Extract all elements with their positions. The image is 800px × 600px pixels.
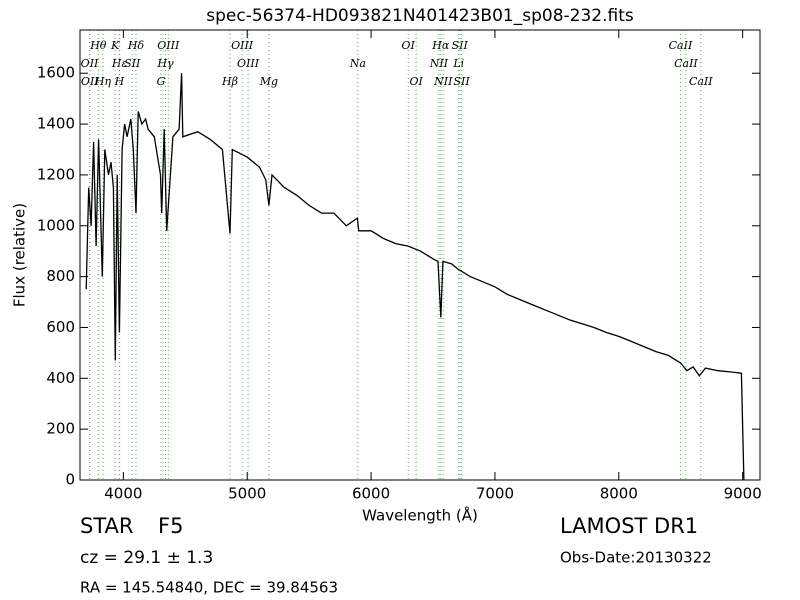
y-tick-label: 600	[46, 318, 75, 336]
spectral-line-label: SII	[454, 75, 471, 88]
spectral-line-label: SII	[124, 57, 141, 70]
spectral-line-label: Hβ	[221, 75, 238, 88]
chart-title: spec-56374-HD093821N401423B01_sp08-232.f…	[206, 6, 634, 26]
spectral-line-label: G	[157, 75, 166, 88]
spectral-line-label: K	[110, 39, 120, 52]
y-tick-label: 0	[65, 471, 75, 489]
x-tick-label: 6000	[352, 485, 390, 503]
x-tick-label: 9000	[724, 485, 762, 503]
coordinates: RA = 145.54840, DEC = 39.84563	[80, 579, 338, 597]
spectral-line-label: NII	[433, 75, 453, 88]
spectral-line-label: Hθ	[89, 39, 107, 52]
survey: LAMOST DR1	[560, 514, 698, 538]
x-tick-label: 4000	[104, 485, 142, 503]
spectral-line-label: SII	[452, 39, 469, 52]
obs-date: Obs-Date:20130322	[560, 549, 712, 567]
x-tick-label: 8000	[600, 485, 638, 503]
redshift: cz = 29.1 ± 1.3	[80, 548, 213, 568]
spectral-line-label: Hδ	[127, 39, 145, 52]
spectral-line-label: OIII	[237, 57, 260, 70]
plot-frame	[79, 29, 761, 481]
spectral-line-label: CaII	[674, 57, 698, 70]
spectral-line-label: OII	[81, 57, 99, 70]
y-tick-label: 800	[46, 267, 75, 285]
spectral-line-label: Hη	[94, 75, 112, 88]
spectral-line-label: OI	[402, 39, 416, 52]
y-axis-label: Flux (relative)	[11, 203, 29, 307]
spectral-line-label: OII	[81, 75, 99, 88]
y-tick-label: 1600	[37, 64, 75, 82]
spectral-line-label: OIII	[231, 39, 254, 52]
y-tick-label: 400	[46, 369, 75, 387]
object-class: STAR	[80, 514, 133, 538]
spectral-line-label: H	[114, 75, 125, 88]
x-tick-label: 5000	[228, 485, 266, 503]
spectral-line-label: OI	[409, 75, 423, 88]
subclass: F5	[158, 514, 183, 538]
spectral-line-label: Hγ	[156, 57, 174, 70]
spectral-line-label: Mg	[259, 75, 278, 88]
spectral-line-label: CaII	[669, 39, 693, 52]
x-tick-label: 7000	[476, 485, 514, 503]
y-tick-label: 200	[46, 420, 75, 438]
spectral-line-label: Na	[349, 57, 366, 70]
y-tick-label: 1400	[37, 115, 75, 133]
spectral-line-label: Hε	[111, 57, 128, 70]
x-axis-label: Wavelength (Å)	[362, 506, 478, 525]
spectral-line-label: OIII	[157, 39, 180, 52]
spectrum-line	[85, 73, 745, 481]
y-tick-label: 1000	[37, 216, 75, 234]
spectral-line-label: CaII	[689, 75, 713, 88]
spectral-line-label: Li	[452, 57, 464, 70]
spectral-line-label: NII	[429, 57, 449, 70]
y-tick-label: 1200	[37, 165, 75, 183]
spectral-line-label: Hα	[431, 39, 450, 52]
